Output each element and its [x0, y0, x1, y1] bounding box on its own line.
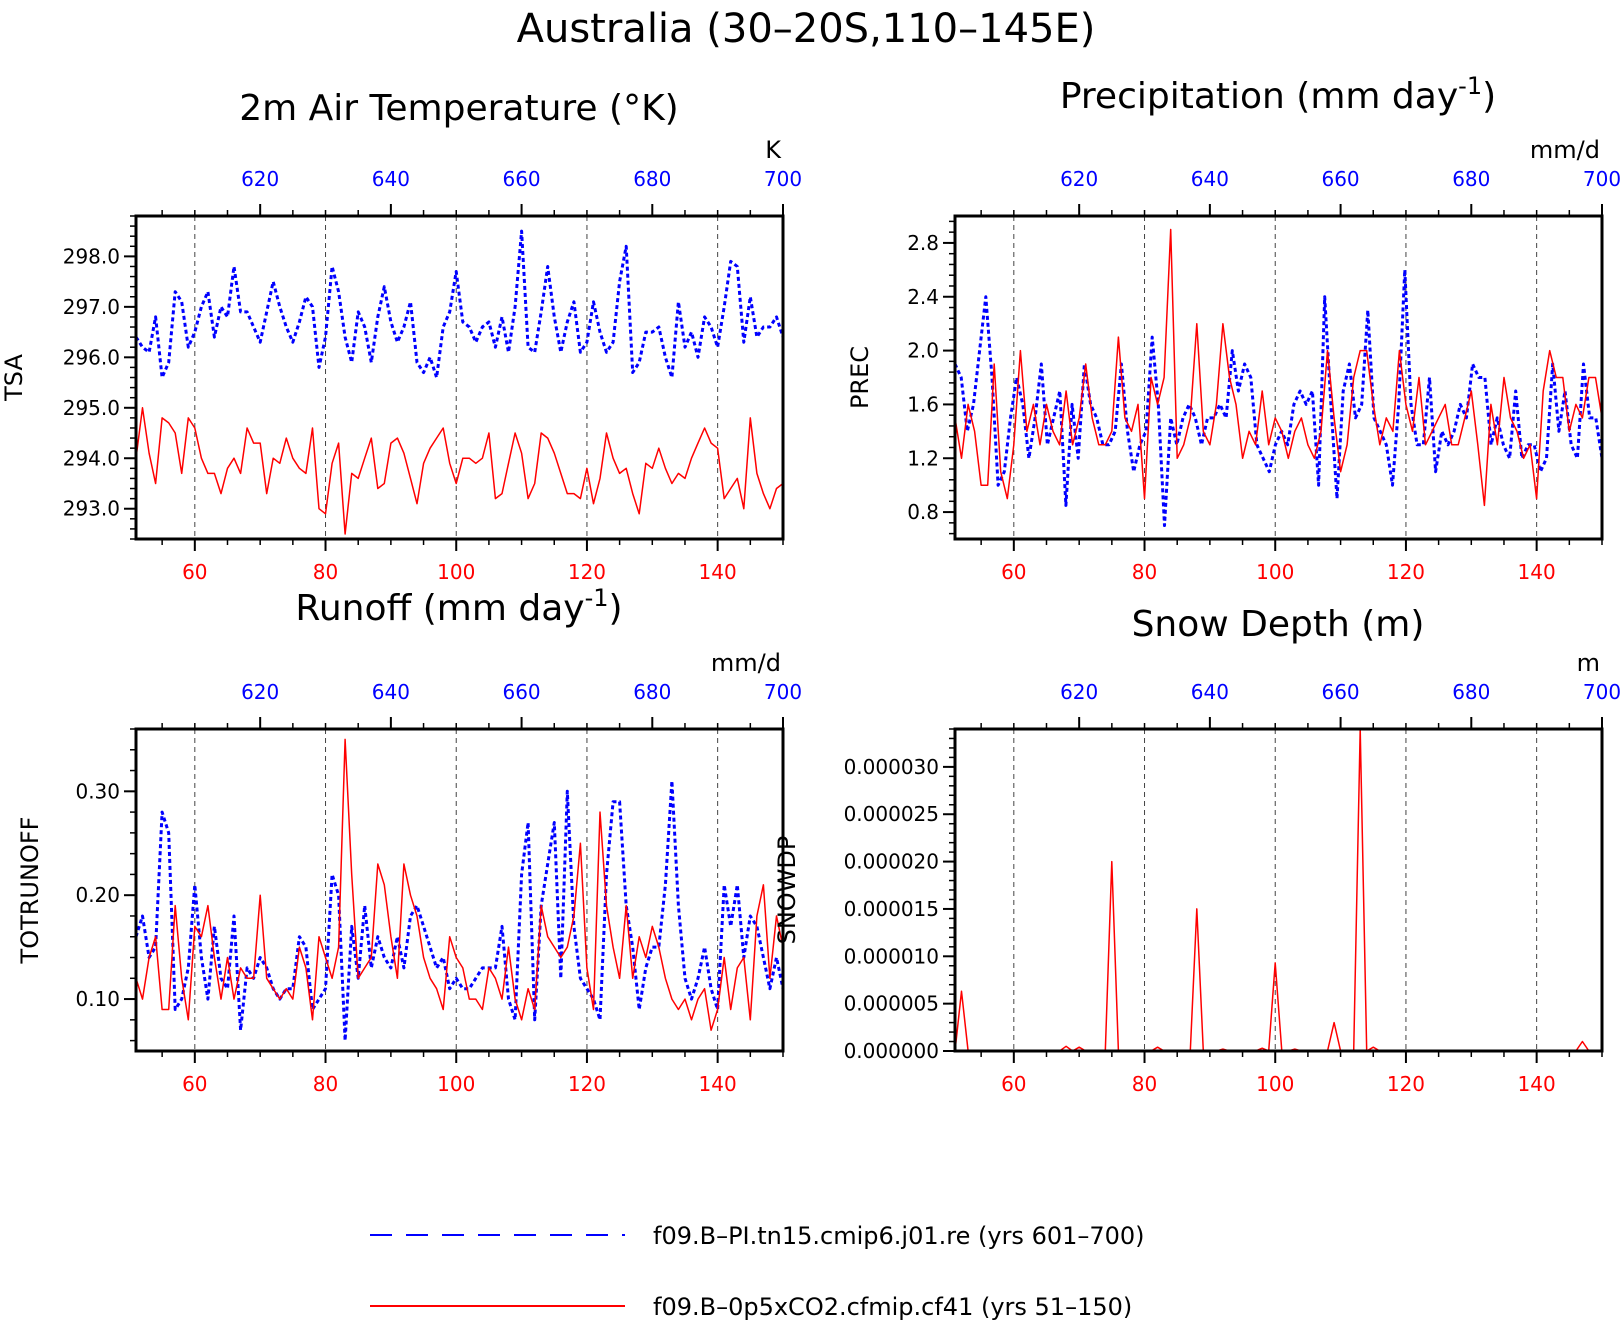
x-tick-label-bottom: 120: [1387, 1072, 1425, 1096]
panel-title: Precipitation (mm day-1): [1060, 72, 1496, 117]
x-tick-label-top: 700: [1583, 167, 1621, 191]
x-tick-label-top: 680: [633, 680, 671, 704]
x-tick-label-bottom: 60: [1001, 1072, 1026, 1096]
y-tick-label: 1.2: [907, 446, 939, 470]
y-tick-label: 298.0: [63, 244, 120, 268]
x-tick-label-bottom: 100: [1256, 1072, 1294, 1096]
y-tick-label: 296.0: [63, 345, 120, 369]
y-tick-label: 0.8: [907, 500, 939, 524]
y-tick-label: 0.000000: [844, 1039, 939, 1063]
x-tick-label-bottom: 140: [1518, 1072, 1556, 1096]
x-tick-label-top: 660: [1321, 167, 1359, 191]
plot-frame: [953, 214, 1604, 541]
y-tick-label: 0.000005: [844, 992, 939, 1016]
x-tick-label-top: 680: [1452, 167, 1490, 191]
x-tick-label-bottom: 100: [437, 1072, 475, 1096]
plot-frame: [134, 727, 785, 1053]
x-tick-label-bottom: 120: [568, 1072, 606, 1096]
x-tick-label-top: 680: [1452, 680, 1490, 704]
series-line-red: [954, 728, 1602, 1052]
x-tick-label-bottom: 120: [568, 560, 606, 584]
main-title: Australia (30–20S,110–145E): [517, 6, 1096, 52]
panel-snowdp: Snow Depth (m) SNOWDP m 60 80 100 120 140 620 640…: [773, 604, 1621, 1096]
x-tick-label-bottom: 80: [313, 1072, 338, 1096]
x-tick-label-top: 620: [1060, 680, 1098, 704]
panel-tsa: 2m Air Temperature (°K) TSA K 60 80 100 120 140…: [0, 88, 802, 584]
x-tick-label-top: 640: [1191, 680, 1229, 704]
y-tick-label: 2.0: [907, 339, 939, 363]
y-tick-label: 297.0: [63, 295, 120, 319]
y-tick-label: 0.30: [75, 779, 120, 803]
panel-prec: Precipitation (mm day-1) PREC mm/d 60 80 100 1…: [846, 72, 1621, 584]
series-line-blue: [134, 779, 785, 1043]
x-tick-label-top: 660: [502, 680, 540, 704]
x-tick-label-top: 620: [241, 680, 279, 704]
x-tick-label-top: 700: [764, 680, 802, 704]
y-tick-label: 0.20: [75, 883, 120, 907]
x-tick-label-bottom: 120: [1387, 560, 1425, 584]
x-tick-label-top: 660: [502, 167, 540, 191]
x-tick-label-bottom: 60: [182, 560, 207, 584]
y-tick-label: 0.000020: [844, 850, 939, 874]
y-tick-label: 2.4: [907, 285, 939, 309]
x-tick-label-bottom: 80: [1132, 560, 1157, 584]
legend-label-red: f09.B–0p5xCO2.cfmip.cf41 (yrs 51–150): [653, 1293, 1132, 1321]
y-tick-label: 294.0: [63, 446, 120, 470]
series-line-blue: [134, 229, 785, 379]
units-label: mm/d: [1530, 136, 1600, 164]
x-tick-label-top: 700: [1583, 680, 1621, 704]
legend-label-blue: f09.B–PI.tn15.cmip6.j01.re (yrs 601–700): [653, 1222, 1145, 1250]
y-tick-label: 1.6: [907, 392, 939, 416]
y-axis-label: PREC: [846, 346, 874, 409]
x-tick-label-bottom: 60: [182, 1072, 207, 1096]
x-tick-label-bottom: 140: [1518, 560, 1556, 584]
panel-title: Runoff (mm day-1): [295, 584, 622, 629]
x-tick-label-bottom: 60: [1001, 560, 1026, 584]
y-tick-label: 295.0: [63, 396, 120, 420]
y-tick-label: 293.0: [63, 497, 120, 521]
y-tick-label: 0.000015: [844, 897, 939, 921]
x-tick-label-top: 660: [1321, 680, 1359, 704]
x-tick-label-top: 640: [372, 167, 410, 191]
x-tick-label-bottom: 100: [437, 560, 475, 584]
plot-frame: [134, 214, 785, 541]
series-line-blue: [953, 268, 1604, 527]
x-tick-label-bottom: 80: [1132, 1072, 1157, 1096]
x-tick-label-top: 640: [1191, 167, 1229, 191]
series-line-red: [135, 407, 784, 535]
x-tick-label-top: 680: [633, 167, 671, 191]
y-tick-label: 0.10: [75, 987, 120, 1011]
y-axis-label: SNOWDP: [773, 836, 801, 945]
panel-totrunoff: Runoff (mm day-1) TOTRUNOFF mm/d 60 80 100 120…: [16, 584, 802, 1096]
x-tick-label-top: 620: [241, 167, 279, 191]
y-tick-label: 0.000010: [844, 944, 939, 968]
panel-title: Snow Depth (m): [1132, 604, 1425, 645]
x-tick-label-top: 640: [372, 680, 410, 704]
units-label: m: [1577, 649, 1600, 677]
series-line-red: [135, 738, 784, 1031]
y-tick-label: 0.000025: [844, 802, 939, 826]
series-line-red: [954, 228, 1603, 507]
y-axis-label: TSA: [0, 354, 28, 402]
x-tick-label-bottom: 140: [699, 560, 737, 584]
y-tick-label: 2.8: [907, 231, 939, 255]
x-tick-label-bottom: 100: [1256, 560, 1294, 584]
legend: f09.B–PI.tn15.cmip6.j01.re (yrs 601–700)…: [370, 1222, 1145, 1321]
x-tick-label-top: 620: [1060, 167, 1098, 191]
panel-title: 2m Air Temperature (°K): [239, 88, 678, 129]
y-tick-label: 0.000030: [844, 755, 939, 779]
units-label: mm/d: [711, 649, 781, 677]
y-axis-label: TOTRUNOFF: [16, 817, 44, 965]
x-tick-label-bottom: 80: [313, 560, 338, 584]
units-label: K: [765, 136, 782, 164]
x-tick-label-bottom: 140: [699, 1072, 737, 1096]
x-tick-label-top: 700: [764, 167, 802, 191]
